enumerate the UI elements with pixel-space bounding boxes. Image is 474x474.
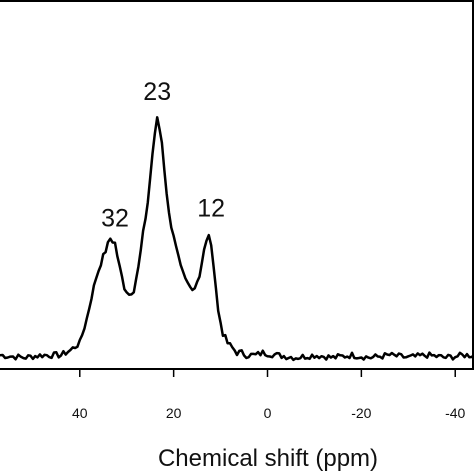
peak-labels: 32 23 12: [101, 78, 225, 232]
x-tick-label: 40: [72, 405, 88, 421]
x-tick-label: 20: [166, 405, 182, 421]
x-tick-label: -20: [351, 405, 371, 421]
x-axis-title: Chemical shift (ppm): [158, 445, 378, 472]
peak-label: 23: [143, 78, 171, 106]
spectrum-line: [0, 116, 474, 362]
x-tick-label: -40: [445, 405, 465, 421]
x-tick-labels: 40 20 0 -20 -40: [72, 405, 466, 421]
peak-label: 32: [101, 204, 129, 232]
peak-label: 12: [197, 195, 225, 223]
x-ticks: [79, 369, 456, 377]
x-tick-label: 0: [264, 405, 272, 421]
